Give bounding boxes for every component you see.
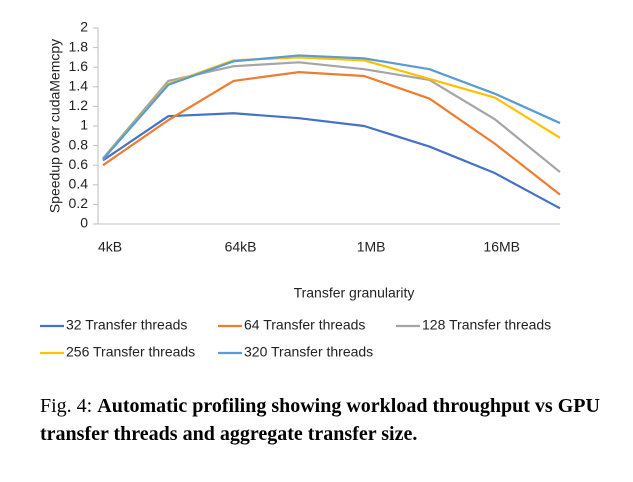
caption-text: Automatic profiling showing workload thr… [40, 395, 600, 445]
legend-label: 320 Transfer threads [244, 344, 373, 360]
x-axis-label: Transfer granularity [294, 285, 415, 301]
y-tick-label: 1.2 [69, 97, 89, 113]
legend-label: 128 Transfer threads [422, 317, 551, 333]
y-axis-label: Speedup over cudaMemcpy [47, 39, 63, 213]
series-line [102, 56, 561, 161]
legend-label: 256 Transfer threads [66, 344, 195, 360]
x-tick-label: 1MB [357, 239, 386, 255]
chart: Transfer granularity Speedup over cudaMe… [40, 19, 561, 360]
legend-label: 32 Transfer threads [66, 317, 187, 333]
x-tick-label: 64kB [225, 239, 257, 255]
series-line [102, 54, 561, 161]
y-tick-label: 0.2 [69, 195, 89, 211]
series-line [102, 112, 561, 210]
series-line [102, 71, 561, 196]
y-tick-label: 0.4 [69, 176, 89, 192]
series-line [102, 61, 561, 173]
caption-label: Fig. 4: [40, 395, 93, 417]
y-tick-label: 1.8 [69, 38, 89, 54]
y-tick-label: 0.6 [69, 156, 89, 172]
y-tick-label: 1.4 [69, 78, 89, 94]
y-tick-label: 1 [80, 117, 88, 133]
y-tick-label: 2 [80, 19, 88, 35]
x-tick-label: 16MB [483, 239, 520, 255]
legend-label: 64 Transfer threads [244, 317, 365, 333]
x-tick-label: 4kB [98, 239, 122, 255]
y-tick-label: 0.8 [69, 136, 89, 152]
caption: Fig. 4: Automatic profiling showing work… [40, 392, 615, 448]
y-tick-label: 1.6 [69, 58, 89, 74]
y-tick-label: 0 [80, 215, 88, 231]
